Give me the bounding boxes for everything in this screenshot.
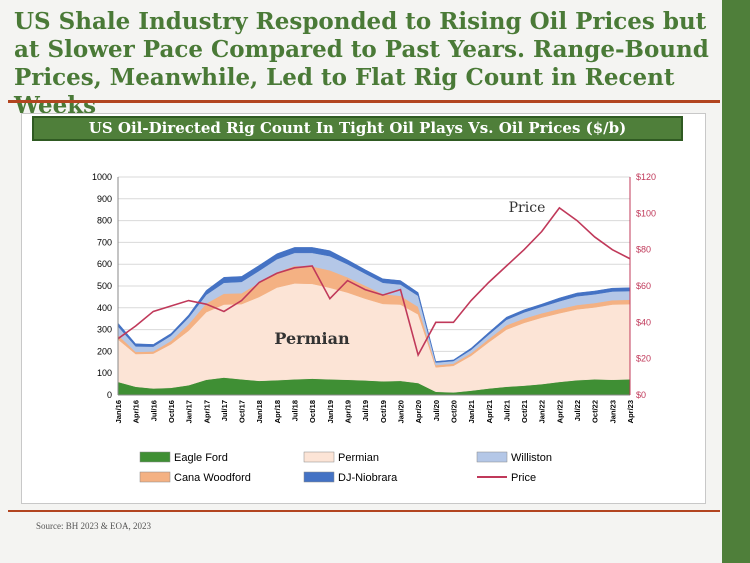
x-tick-label: Apr/19 <box>344 400 353 423</box>
price-line <box>117 206 631 358</box>
y-left-tick-label: 600 <box>97 259 112 269</box>
x-tick-label: Oct/21 <box>520 400 529 423</box>
x-tick-label: Apr/16 <box>132 400 141 423</box>
x-tick-label: Jul/21 <box>502 400 511 421</box>
x-tick-label: Oct/19 <box>379 400 388 423</box>
y-right-tick-label: $120 <box>636 172 656 182</box>
y-left-tick-label: 400 <box>97 303 112 313</box>
y-right-tick-label: $100 <box>636 208 656 218</box>
y-left-tick-label: 0 <box>107 390 112 400</box>
x-tick-label: Jul/17 <box>220 400 229 421</box>
legend-label-cana-woodford: Cana Woodford <box>174 472 251 484</box>
annotation-permian: Permian <box>274 329 350 348</box>
legend-swatch-cana-woodford <box>139 471 171 483</box>
legend-label-price: Price <box>511 472 536 484</box>
legend-swatch-dj-niobrara <box>303 471 335 483</box>
legend-swatch-eagle-ford <box>139 451 171 463</box>
y-left-tick-label: 1000 <box>92 172 112 182</box>
legend-label-dj-niobrara: DJ-Niobrara <box>338 472 398 484</box>
x-tick-label: Apr/17 <box>202 400 211 423</box>
x-tick-label: Oct/16 <box>167 400 176 423</box>
footer-divider <box>8 510 720 512</box>
x-tick-label: Jul/22 <box>573 400 582 421</box>
legend-label-eagle-ford: Eagle Ford <box>174 452 228 464</box>
y-left-tick-label: 900 <box>97 194 112 204</box>
y-left-tick-label: 500 <box>97 281 112 291</box>
y-right-tick-label: $40 <box>636 317 651 327</box>
annotation-price: Price <box>509 200 546 216</box>
x-tick-label: Jan/19 <box>326 400 335 423</box>
x-tick-label: Apr/23 <box>626 400 635 423</box>
x-tick-label: Apr/21 <box>485 400 494 423</box>
y-right-tick-label: $20 <box>636 354 651 364</box>
x-tick-label: Jul/19 <box>361 400 370 421</box>
x-tick-label: Jan/20 <box>396 400 405 423</box>
source-note: Source: BH 2023 & EOA, 2023 <box>36 521 151 531</box>
y-left-tick-label: 300 <box>97 325 112 335</box>
y-left-tick-label: 200 <box>97 346 112 356</box>
y-right-tick-label: $0 <box>636 390 646 400</box>
legend-label-permian: Permian <box>338 452 379 464</box>
y-left-tick-label: 100 <box>97 368 112 378</box>
x-tick-label: Jan/21 <box>467 400 476 423</box>
y-right-tick-label: $80 <box>636 245 651 255</box>
x-tick-label: Oct/18 <box>308 400 317 423</box>
chart-title-bar: US Oil-Directed Rig Count In Tight Oil P… <box>32 116 683 141</box>
x-tick-label: Apr/20 <box>414 400 423 423</box>
x-tick-label: Jan/17 <box>185 400 194 423</box>
x-tick-label: Jul/18 <box>291 400 300 421</box>
sidebar-band <box>722 0 750 563</box>
x-tick-label: Oct/17 <box>238 400 247 423</box>
y-right-tick-label: $60 <box>636 281 651 291</box>
legend-label-williston: Williston <box>511 452 552 464</box>
x-tick-label: Apr/18 <box>273 400 282 423</box>
x-tick-label: Jul/20 <box>432 400 441 421</box>
x-tick-label: Jan/16 <box>114 400 123 423</box>
y-left-tick-label: 800 <box>97 216 112 226</box>
x-tick-label: Apr/22 <box>555 400 564 423</box>
x-tick-label: Oct/20 <box>449 400 458 423</box>
x-tick-label: Jan/18 <box>255 400 264 423</box>
title-divider <box>8 100 720 103</box>
x-tick-label: Jul/16 <box>149 400 158 421</box>
x-tick-label: Jan/22 <box>538 400 547 423</box>
chart-title: US Oil-Directed Rig Count In Tight Oil P… <box>88 119 627 137</box>
x-tick-label: Oct/22 <box>591 400 600 423</box>
legend-swatch-permian <box>303 451 335 463</box>
x-tick-label: Jan/23 <box>608 400 617 423</box>
legend-swatch-williston <box>476 451 508 463</box>
y-left-tick-label: 700 <box>97 237 112 247</box>
